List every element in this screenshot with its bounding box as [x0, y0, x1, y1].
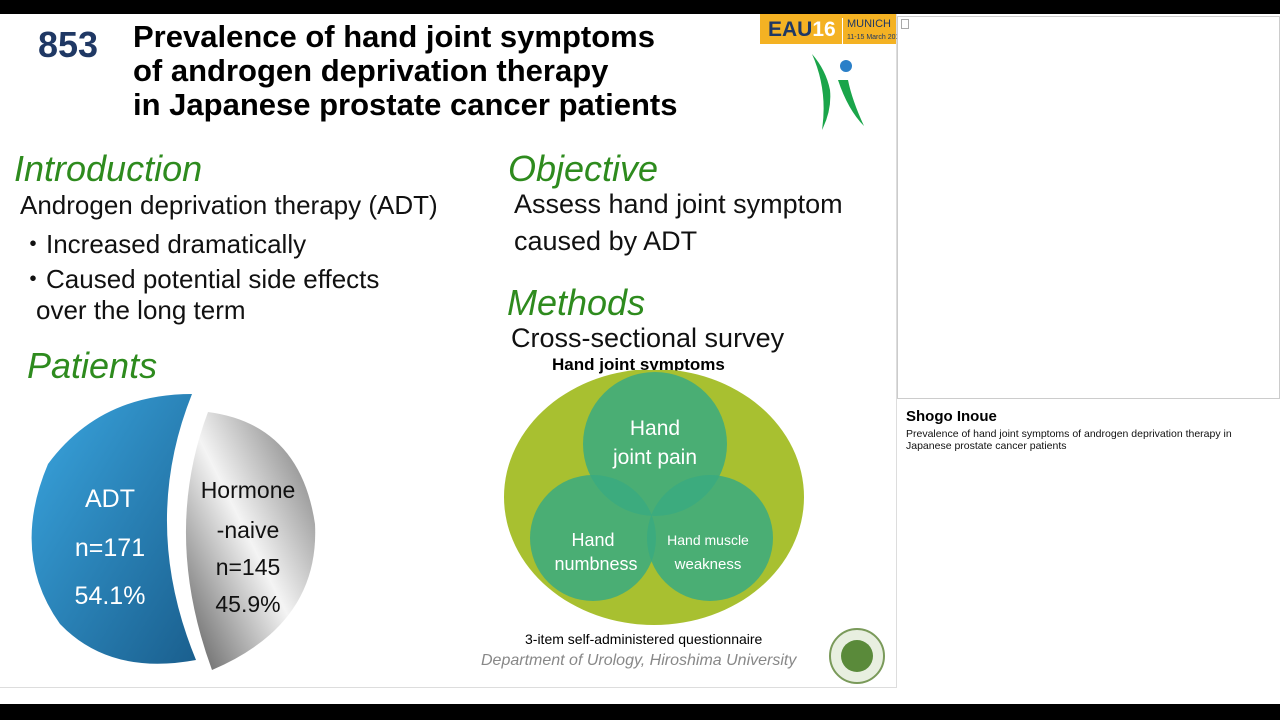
broken-image-icon — [901, 19, 909, 29]
title-line: Prevalence of hand joint symptoms — [133, 19, 655, 54]
slide-title: Prevalence of hand joint symptoms of and… — [133, 20, 677, 122]
talk-title: Prevalence of hand joint symptoms of and… — [906, 428, 1232, 452]
footnote: 3-item self-administered questionnaire — [525, 631, 763, 647]
university-emblem — [829, 628, 885, 684]
venn-label: Hand — [571, 530, 614, 550]
objective-line: caused by ADT — [514, 226, 698, 256]
eau16-logo: EAU16 MUNICH 11-15 March 2016 — [760, 14, 903, 44]
intro-bullet: ・Caused potential side effects — [20, 264, 380, 294]
venn-label: Hand muscle — [667, 532, 749, 548]
venn-label: Hand — [630, 417, 680, 440]
adt-n: n=171 — [75, 534, 145, 562]
introduction-heading: Introduction — [14, 148, 203, 189]
patients-heading: Patients — [27, 345, 158, 386]
intro-continuation: over the long term — [36, 295, 246, 325]
venn-title: Hand joint symptoms — [552, 355, 725, 374]
venn-label: joint pain — [612, 446, 697, 469]
methods-heading: Methods — [507, 282, 646, 323]
affiliation: Department of Urology, Hiroshima Univers… — [481, 652, 797, 669]
title-line: of androgen deprivation therapy — [133, 53, 609, 88]
objective-heading: Objective — [508, 148, 659, 189]
slide: 853 Prevalence of hand joint symptoms of… — [0, 14, 903, 688]
intro-bullet: ・Increased dramatically — [20, 229, 307, 259]
naive-pct: 45.9% — [215, 591, 280, 617]
intro-lead: Androgen deprivation therapy (ADT) — [20, 190, 438, 220]
top-letterbox — [0, 0, 1280, 14]
adt-label: ADT — [85, 485, 135, 513]
naive-label: -naive — [217, 517, 280, 543]
circle-weakness — [647, 475, 773, 601]
naive-n: n=145 — [216, 554, 281, 580]
speaker-video-panel — [897, 16, 1280, 399]
adt-pct: 54.1% — [75, 582, 146, 610]
pie-slice-hormone-naive — [185, 412, 316, 670]
title-line: in Japanese prostate cancer patients — [133, 87, 678, 122]
society-logo — [812, 54, 864, 130]
speaker-name: Shogo Inoue — [906, 408, 997, 425]
abstract-number: 853 — [38, 24, 99, 65]
venn-label: weakness — [674, 556, 742, 573]
symptom-venn-diagram: Hand joint pain Hand numbness Hand muscl… — [504, 370, 804, 625]
circle-numbness — [530, 475, 656, 601]
methods-text: Cross-sectional survey — [511, 323, 785, 353]
objective-line: Assess hand joint symptom — [514, 189, 843, 219]
venn-label: numbness — [554, 554, 637, 574]
patients-pie-chart: ADT n=171 54.1% Hormone -naive n=145 45.… — [31, 394, 316, 670]
pie-slice-adt — [31, 394, 196, 664]
bottom-letterbox — [0, 704, 1280, 720]
naive-label: Hormone — [201, 477, 296, 503]
